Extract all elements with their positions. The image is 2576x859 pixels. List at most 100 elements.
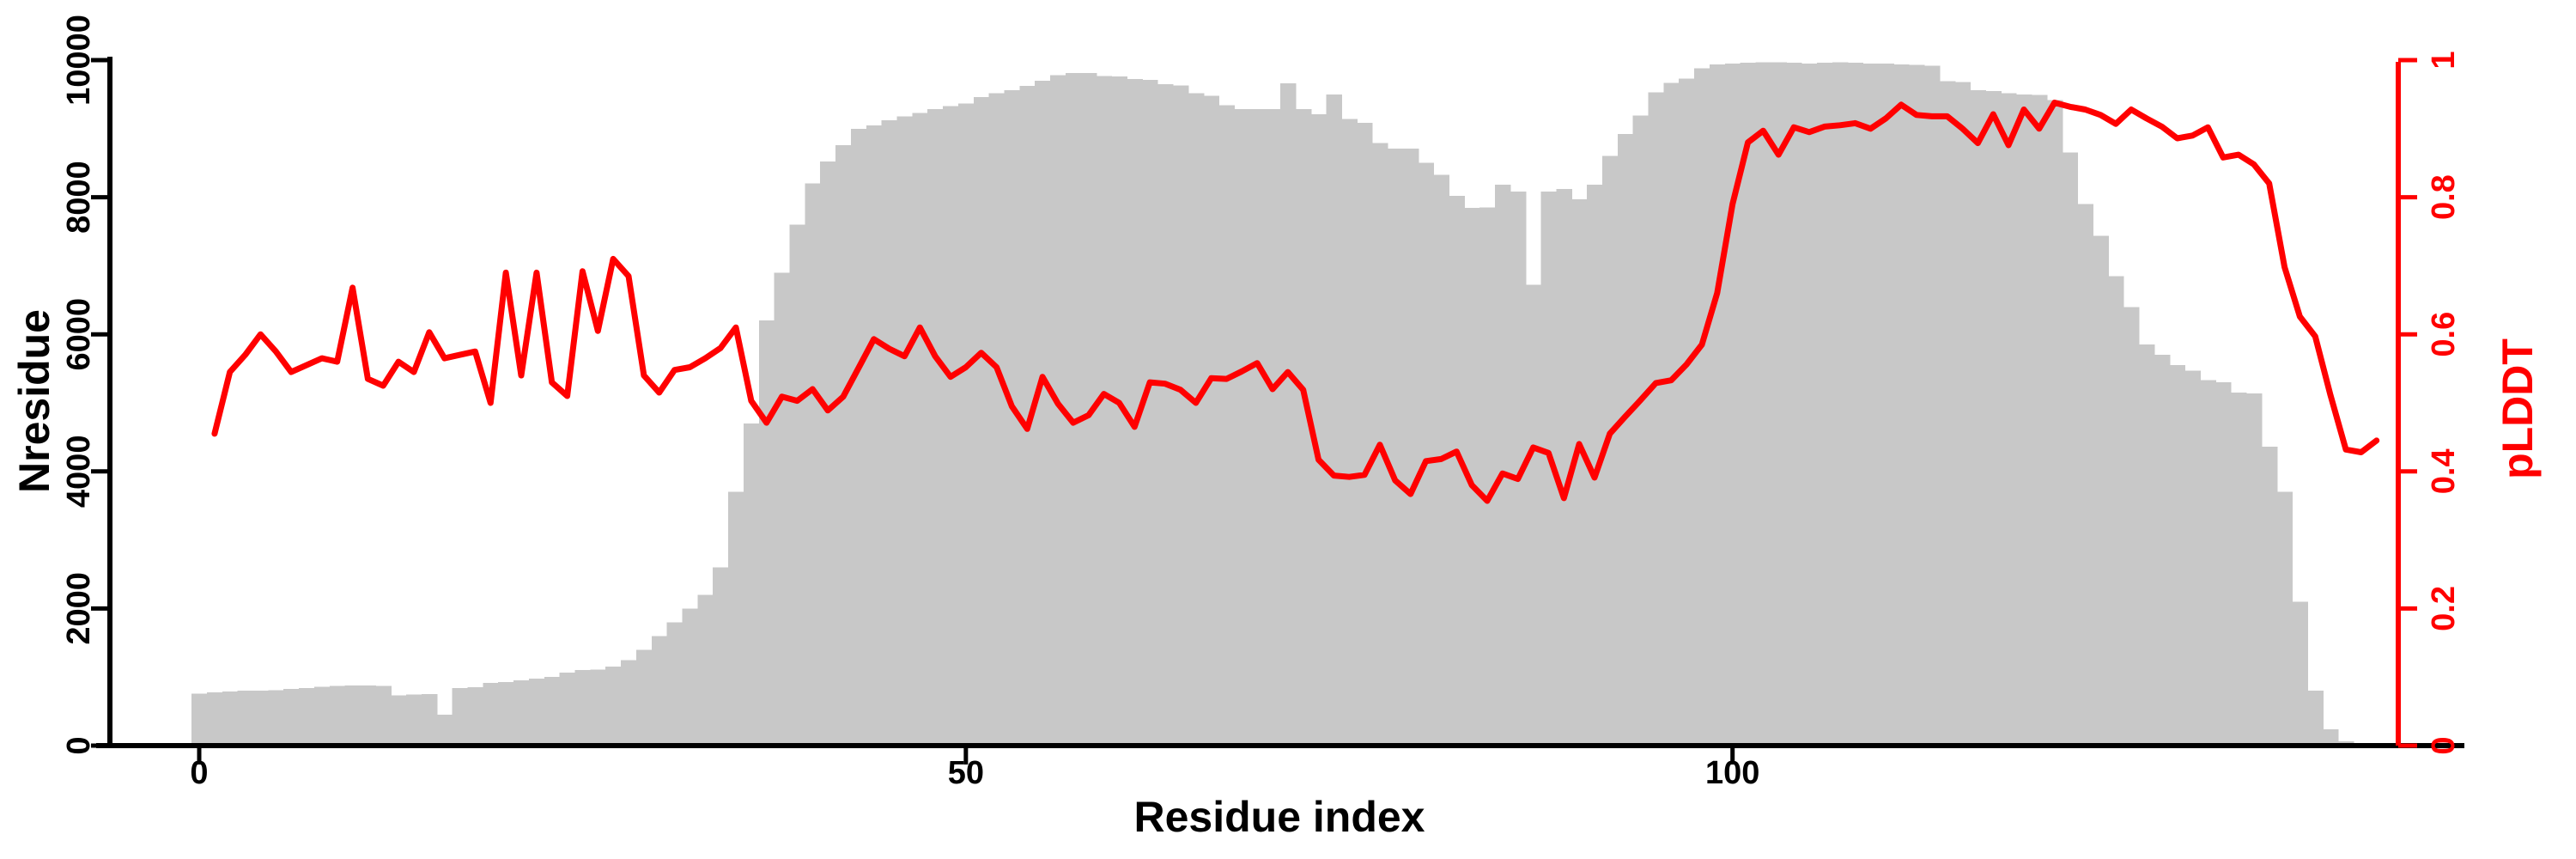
nresidue-bar xyxy=(697,594,714,746)
nresidue-bar xyxy=(1310,114,1327,746)
nresidue-bar xyxy=(1387,148,1404,746)
nresidue-bar xyxy=(283,688,300,746)
nresidue-bar xyxy=(2307,691,2324,746)
nresidue-bar xyxy=(1494,185,1511,746)
nresidue-bar xyxy=(2169,365,2186,746)
nresidue-bar xyxy=(237,691,254,746)
nresidue-bar xyxy=(2245,393,2263,746)
nresidue-bar xyxy=(621,660,637,746)
y-right-tick-label: 0.2 xyxy=(2426,586,2462,631)
x-axis-ticks: 0 50 100 xyxy=(190,746,1759,791)
nresidue-bar xyxy=(682,608,698,746)
nresidue-bar xyxy=(1326,94,1342,746)
nresidue-bar xyxy=(973,97,990,746)
nresidue-bar xyxy=(2292,601,2308,746)
nresidue-bar xyxy=(1050,75,1066,746)
y-right-tick-label: 0.4 xyxy=(2426,448,2462,494)
nresidue-bar xyxy=(1249,109,1266,746)
nresidue-bar xyxy=(2016,94,2032,746)
nresidue-bar xyxy=(252,691,269,746)
nresidue-bar xyxy=(2123,307,2140,746)
nresidue-bar xyxy=(1816,63,1833,746)
nresidue-bar xyxy=(866,125,883,746)
nresidue-bar xyxy=(2154,355,2171,746)
nresidue-bar xyxy=(1265,109,1281,746)
nresidue-bar xyxy=(1449,196,1465,746)
nresidue-bar xyxy=(1080,73,1097,746)
nresidue-bar xyxy=(1295,109,1312,746)
nresidue-bar xyxy=(988,93,1005,746)
nresidue-bar xyxy=(1571,199,1588,746)
x-tick-label: 100 xyxy=(1705,755,1759,791)
nresidue-bar xyxy=(1909,64,1925,746)
plddt-line-series xyxy=(211,100,2380,504)
x-tick-label: 50 xyxy=(948,755,984,791)
y-left-tick-label: 8000 xyxy=(61,161,97,234)
nresidue-bar xyxy=(1709,64,1726,746)
nresidue-bar xyxy=(820,161,836,746)
nresidue-bar xyxy=(605,667,622,746)
nresidue-bar xyxy=(2215,382,2232,746)
nresidue-bar xyxy=(222,691,239,746)
nresidue-bar xyxy=(1540,192,1557,746)
nresidue-bar xyxy=(1402,148,1419,746)
nresidue-bar xyxy=(850,128,867,746)
nresidue-bar xyxy=(1218,105,1235,746)
nresidue-bar xyxy=(2046,100,2063,746)
left-axis-title: Nresidue xyxy=(10,309,58,493)
nresidue-bar xyxy=(2031,94,2048,746)
nresidue-bar xyxy=(1203,95,1220,746)
nresidue-bar xyxy=(758,320,775,746)
nresidue-bar xyxy=(1970,90,1986,746)
nresidue-bar xyxy=(299,688,315,746)
nresidue-bar xyxy=(896,116,913,746)
nresidue-bar xyxy=(1019,85,1036,746)
nresidue-bar xyxy=(2200,380,2216,746)
nresidue-bar xyxy=(743,423,760,746)
nresidue-bar xyxy=(1279,83,1297,746)
nresidue-bar xyxy=(590,669,606,746)
nresidue-bar xyxy=(1065,73,1082,746)
nresidue-bar xyxy=(1832,62,1849,746)
nresidue-bar xyxy=(2093,235,2109,746)
nresidue-bar xyxy=(2108,276,2124,746)
nresidue-bar xyxy=(957,103,975,746)
nresidue-bar xyxy=(1663,82,1680,746)
nresidue-bar xyxy=(1096,76,1113,746)
nresidue-bar xyxy=(1601,155,1619,746)
nresidue-bar xyxy=(1771,62,1787,746)
nresidue-bar xyxy=(666,622,683,746)
y-right-tick-label: 0 xyxy=(2426,736,2462,754)
nresidue-bar xyxy=(375,685,392,746)
nresidue-bar xyxy=(1357,123,1373,746)
nresidue-bar xyxy=(1172,85,1189,746)
y-left-tick-label: 2000 xyxy=(61,572,97,645)
nresidue-bar xyxy=(651,636,668,746)
nresidue-bar xyxy=(191,693,208,746)
nresidue-bar xyxy=(206,691,223,746)
nresidue-bar xyxy=(1893,64,1910,746)
nresidue-bar xyxy=(313,686,331,746)
nresidue-bar xyxy=(835,145,852,746)
nresidue-bar xyxy=(2276,491,2293,746)
nresidue-bar xyxy=(1587,185,1603,746)
nresidue-bar xyxy=(1801,64,1818,746)
nresidue-bar xyxy=(452,688,469,746)
x-axis-title: Residue index xyxy=(1134,793,1425,841)
right-axis-title: pLDDT xyxy=(2494,338,2542,479)
nresidue-bar xyxy=(2323,728,2339,746)
nresidue-bar xyxy=(1679,78,1695,746)
nresidue-bar xyxy=(2231,393,2247,746)
nresidue-bar xyxy=(2077,204,2093,746)
nresidue-bar xyxy=(1939,81,1956,746)
nresidue-bar xyxy=(728,491,744,746)
nresidue-bar xyxy=(1923,65,1941,746)
x-tick-label: 0 xyxy=(190,755,208,791)
nresidue-bar xyxy=(559,673,576,746)
nresidue-bar xyxy=(1740,63,1757,746)
nresidue-bar xyxy=(1234,109,1250,746)
nresidue-bar xyxy=(2261,447,2278,746)
nresidue-bar xyxy=(2184,370,2201,746)
nresidue-bar xyxy=(1755,62,1771,746)
